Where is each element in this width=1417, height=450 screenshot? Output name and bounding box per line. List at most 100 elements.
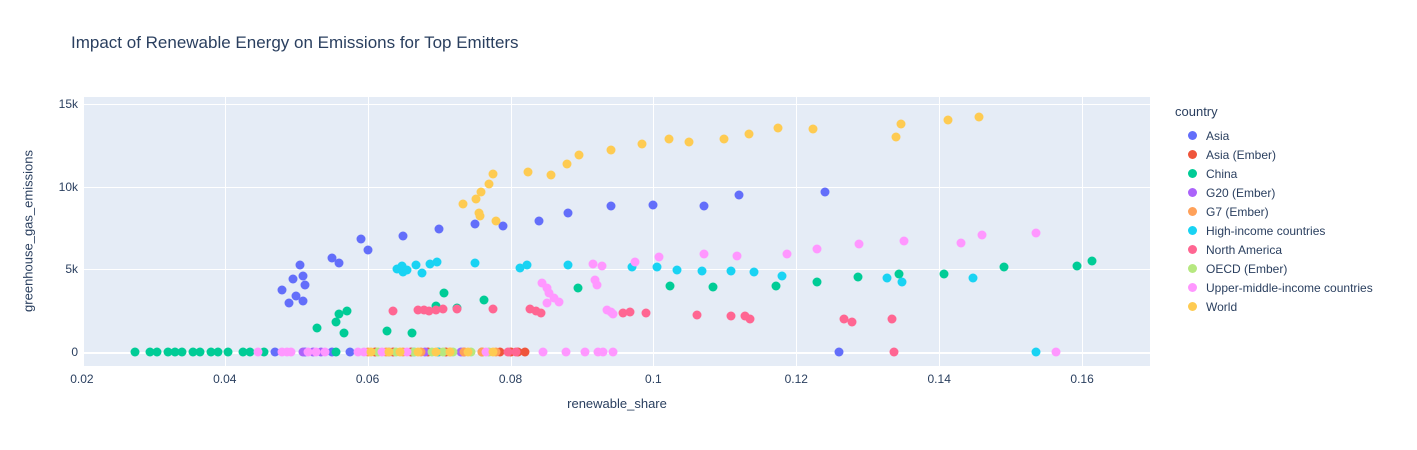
plot-area[interactable] bbox=[81, 97, 1150, 366]
scatter-point[interactable] bbox=[407, 328, 417, 338]
scatter-point[interactable] bbox=[771, 281, 781, 291]
scatter-point[interactable] bbox=[223, 347, 233, 357]
scatter-point[interactable] bbox=[170, 347, 180, 357]
scatter-point[interactable] bbox=[395, 347, 405, 357]
scatter-point[interactable] bbox=[498, 221, 508, 231]
scatter-point[interactable] bbox=[331, 347, 340, 357]
scatter-point[interactable] bbox=[520, 347, 530, 357]
scatter-point[interactable] bbox=[388, 306, 398, 316]
scatter-point[interactable] bbox=[854, 239, 863, 249]
scatter-point[interactable] bbox=[345, 347, 355, 357]
scatter-point[interactable] bbox=[588, 259, 598, 269]
scatter-point[interactable] bbox=[402, 347, 412, 357]
scatter-point[interactable] bbox=[537, 278, 547, 287]
scatter-point[interactable] bbox=[424, 306, 434, 316]
scatter-point[interactable] bbox=[812, 277, 822, 287]
scatter-point[interactable] bbox=[562, 159, 572, 169]
scatter-point[interactable] bbox=[708, 282, 718, 292]
scatter-point[interactable] bbox=[488, 347, 498, 357]
scatter-point[interactable] bbox=[130, 347, 140, 357]
scatter-point[interactable] bbox=[580, 347, 590, 357]
scatter-point[interactable] bbox=[672, 265, 682, 275]
legend-item[interactable]: Asia (Ember) bbox=[1175, 145, 1373, 164]
scatter-point[interactable] bbox=[471, 194, 480, 204]
scatter-point[interactable] bbox=[481, 347, 490, 357]
scatter-point[interactable] bbox=[891, 132, 901, 142]
scatter-point[interactable] bbox=[298, 271, 308, 281]
scatter-point[interactable] bbox=[431, 305, 440, 315]
scatter-point[interactable] bbox=[782, 249, 792, 259]
scatter-point[interactable] bbox=[525, 304, 535, 314]
scatter-point[interactable] bbox=[652, 262, 662, 272]
scatter-point[interactable] bbox=[312, 323, 322, 333]
scatter-point[interactable] bbox=[311, 347, 320, 357]
scatter-point[interactable] bbox=[956, 238, 966, 248]
scatter-point[interactable] bbox=[479, 295, 489, 305]
scatter-point[interactable] bbox=[999, 262, 1008, 272]
scatter-point[interactable] bbox=[476, 187, 485, 197]
scatter-point[interactable] bbox=[515, 263, 525, 273]
scatter-point[interactable] bbox=[432, 257, 442, 267]
scatter-point[interactable] bbox=[286, 347, 296, 357]
scatter-point[interactable] bbox=[320, 347, 330, 357]
scatter-point[interactable] bbox=[630, 257, 640, 267]
legend-item[interactable]: G7 (Ember) bbox=[1175, 202, 1373, 221]
scatter-point[interactable] bbox=[206, 347, 215, 357]
scatter-point[interactable] bbox=[284, 298, 294, 308]
scatter-point[interactable] bbox=[777, 271, 787, 281]
scatter-point[interactable] bbox=[431, 347, 440, 357]
scatter-point[interactable] bbox=[511, 347, 520, 357]
scatter-point[interactable] bbox=[939, 269, 949, 279]
scatter-point[interactable] bbox=[834, 347, 844, 357]
scatter-point[interactable] bbox=[419, 305, 429, 315]
scatter-point[interactable] bbox=[366, 347, 376, 357]
scatter-point[interactable] bbox=[897, 277, 907, 287]
scatter-point[interactable] bbox=[413, 305, 423, 315]
scatter-point[interactable] bbox=[491, 216, 501, 226]
scatter-point[interactable] bbox=[648, 200, 658, 210]
scatter-point[interactable] bbox=[618, 308, 628, 318]
scatter-point[interactable] bbox=[1051, 347, 1061, 357]
scatter-point[interactable] bbox=[882, 273, 892, 282]
scatter-point[interactable] bbox=[303, 347, 313, 357]
legend-item[interactable]: G20 (Ember) bbox=[1175, 183, 1373, 202]
legend-item[interactable]: World bbox=[1175, 297, 1373, 316]
scatter-point[interactable] bbox=[699, 201, 708, 211]
scatter-point[interactable] bbox=[943, 115, 953, 125]
scatter-point[interactable] bbox=[749, 267, 758, 277]
scatter-point[interactable] bbox=[270, 347, 280, 357]
scatter-point[interactable] bbox=[598, 347, 608, 357]
scatter-point[interactable] bbox=[523, 167, 533, 177]
scatter-point[interactable] bbox=[573, 283, 583, 293]
scatter-point[interactable] bbox=[382, 326, 392, 335]
scatter-point[interactable] bbox=[654, 252, 664, 262]
scatter-point[interactable] bbox=[363, 245, 373, 255]
scatter-point[interactable] bbox=[597, 261, 607, 271]
scatter-point[interactable] bbox=[163, 347, 173, 357]
scatter-point[interactable] bbox=[744, 129, 753, 139]
scatter-point[interactable] bbox=[745, 314, 755, 324]
scatter-point[interactable] bbox=[277, 347, 287, 357]
scatter-point[interactable] bbox=[574, 150, 584, 160]
legend-item[interactable]: Upper-middle-income countries bbox=[1175, 278, 1373, 297]
scatter-point[interactable] bbox=[397, 261, 407, 271]
scatter-point[interactable] bbox=[536, 308, 546, 318]
scatter-point[interactable] bbox=[384, 347, 394, 357]
scatter-point[interactable] bbox=[1031, 347, 1041, 357]
scatter-point[interactable] bbox=[561, 347, 571, 357]
scatter-point[interactable] bbox=[188, 347, 198, 357]
scatter-point[interactable] bbox=[342, 306, 352, 316]
scatter-point[interactable] bbox=[434, 224, 444, 234]
scatter-point[interactable] bbox=[699, 249, 708, 259]
scatter-point[interactable] bbox=[291, 291, 301, 301]
scatter-point[interactable] bbox=[606, 145, 616, 155]
scatter-point[interactable] bbox=[413, 347, 423, 357]
scatter-point[interactable] bbox=[503, 347, 513, 357]
scatter-point[interactable] bbox=[1087, 256, 1097, 266]
scatter-point[interactable] bbox=[470, 219, 480, 229]
scatter-point[interactable] bbox=[625, 307, 635, 317]
scatter-point[interactable] bbox=[259, 347, 269, 357]
scatter-point[interactable] bbox=[544, 288, 554, 298]
scatter-point[interactable] bbox=[353, 347, 363, 357]
scatter-point[interactable] bbox=[608, 347, 618, 357]
